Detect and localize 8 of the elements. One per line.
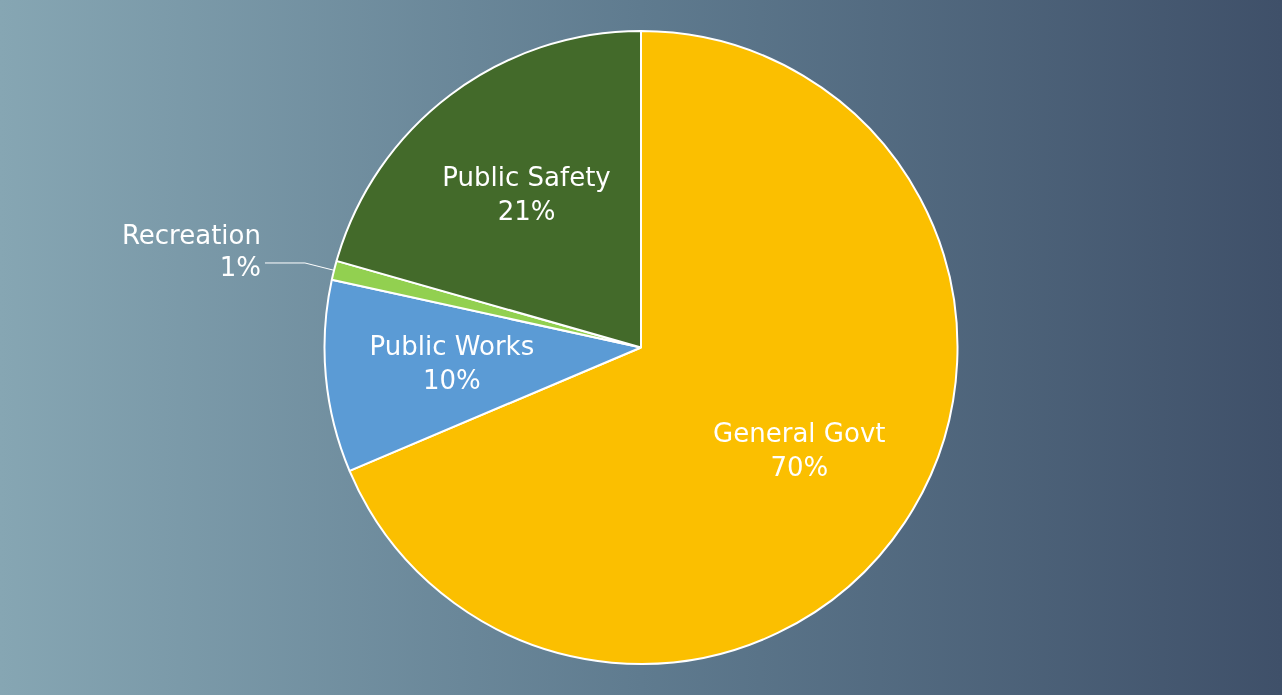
slice-label: Public Safety — [442, 161, 611, 192]
data-label: 70% — [770, 452, 829, 483]
slice-label: Public Works — [369, 330, 535, 361]
data-label: 10% — [423, 364, 481, 395]
data-label: 1% — [219, 251, 261, 282]
data-label: 21% — [497, 195, 556, 226]
slice-label: General Govt — [713, 418, 886, 449]
slice-label: Recreation — [121, 219, 261, 250]
